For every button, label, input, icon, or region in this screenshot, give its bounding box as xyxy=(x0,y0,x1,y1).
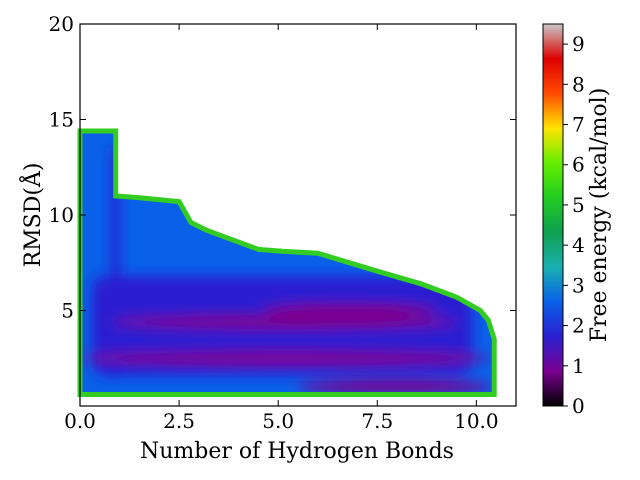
colorbar xyxy=(542,23,564,407)
colorbar-tick-label: 8 xyxy=(572,72,585,96)
low-energy-band-1 xyxy=(111,314,457,329)
colorbar-tick-label: 3 xyxy=(572,273,585,297)
low-energy-band-0 xyxy=(80,351,493,366)
colorbar-tick-label: 4 xyxy=(572,233,585,257)
colorbar-tick-label: 0 xyxy=(572,394,585,418)
x-tick-label: 7.5 xyxy=(361,409,393,433)
low-energy-band-4 xyxy=(111,284,120,299)
y-axis-title: RMSD(Å) xyxy=(18,163,46,268)
colorbar-title: Free energy (kcal/mol) xyxy=(587,88,612,343)
y-tick-label: 15 xyxy=(49,108,74,132)
colorbar-tick-label: 7 xyxy=(572,113,585,137)
surface-core xyxy=(80,148,493,394)
y-axis-ticks: 5 10 15 20 xyxy=(49,12,516,323)
surface-edge xyxy=(77,128,497,397)
x-tick-label: 10.0 xyxy=(454,409,499,433)
x-tick-label: 0.0 xyxy=(64,409,96,433)
y-tick-label: 20 xyxy=(49,12,74,36)
colorbar-tick-label: 6 xyxy=(572,153,585,177)
colorbar-tick-label: 5 xyxy=(572,193,585,217)
low-energy-band-2 xyxy=(262,303,437,318)
y-tick-label: 5 xyxy=(61,299,74,323)
y-tick-label: 10 xyxy=(49,203,74,227)
x-tick-label: 5.0 xyxy=(262,409,294,433)
x-tick-label: 2.5 xyxy=(163,409,195,433)
colorbar-ticks: 0 1 2 3 4 5 6 7 8 9 xyxy=(563,32,585,418)
colorbar-tick-label: 1 xyxy=(572,354,585,378)
x-axis-ticks: 0.0 2.5 5.0 7.5 10.0 xyxy=(64,24,499,433)
x-axis-title: Number of Hydrogen Bonds xyxy=(140,439,454,464)
colorbar-tick-label: 2 xyxy=(572,314,585,338)
low-energy-band-3 xyxy=(298,379,493,394)
colorbar-tick-label: 9 xyxy=(572,32,585,56)
